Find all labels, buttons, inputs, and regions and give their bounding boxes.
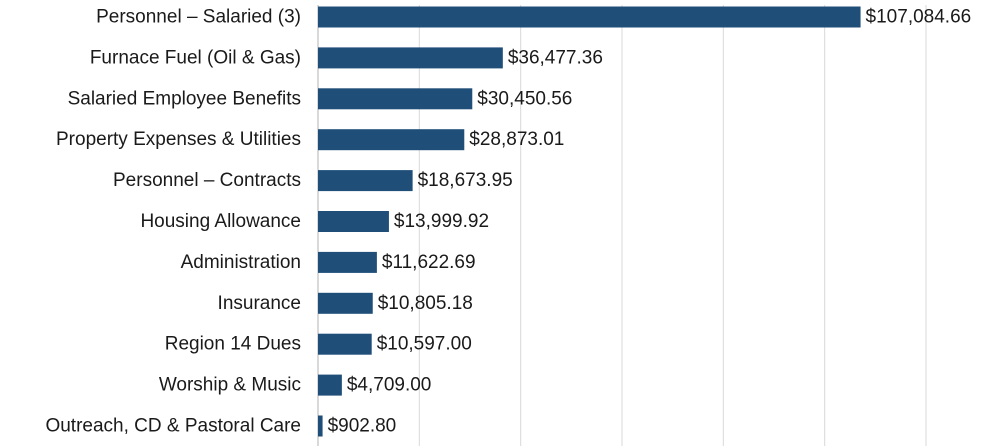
bar [318,88,473,110]
data-label: $4,709.00 [347,375,432,396]
label-layer: Personnel – Salaried (3) $107,084.66 Furna… [45,7,971,437]
category-label: Worship & Music [159,375,301,396]
bar [318,170,413,192]
category-label: Salaried Employee Benefits [68,88,301,109]
data-label: $107,084.66 [866,7,972,28]
bar [318,292,373,314]
category-label: Personnel – Contracts [113,170,301,191]
bar [318,333,372,355]
data-label: $30,450.56 [477,88,572,109]
category-label: Personnel – Salaried (3) [96,7,301,28]
grid-layer [317,5,927,446]
data-label: $36,477.36 [508,47,603,68]
category-label: Outreach, CD & Pastoral Care [45,416,301,437]
bar-layer [318,6,861,437]
category-label: Furnace Fuel (Oil & Gas) [90,47,301,68]
category-label: Insurance [218,293,301,314]
bar [318,129,465,151]
data-label: $10,597.00 [377,334,472,355]
category-label: Housing Allowance [140,211,301,232]
bar [318,251,377,273]
data-label: $11,622.69 [382,252,476,273]
data-label: $13,999.92 [394,211,489,232]
bar [318,6,861,28]
category-label: Administration [181,252,301,273]
category-label: Region 14 Dues [165,334,301,355]
category-label: Property Expenses & Utilities [56,129,301,150]
data-label: $18,673.95 [418,170,513,191]
data-label: $10,805.18 [378,293,473,314]
bar [318,211,389,232]
bar [318,374,342,396]
data-label: $902.80 [328,416,397,437]
bar [318,415,323,437]
bar [318,47,503,69]
data-label: $28,873.01 [469,129,564,150]
